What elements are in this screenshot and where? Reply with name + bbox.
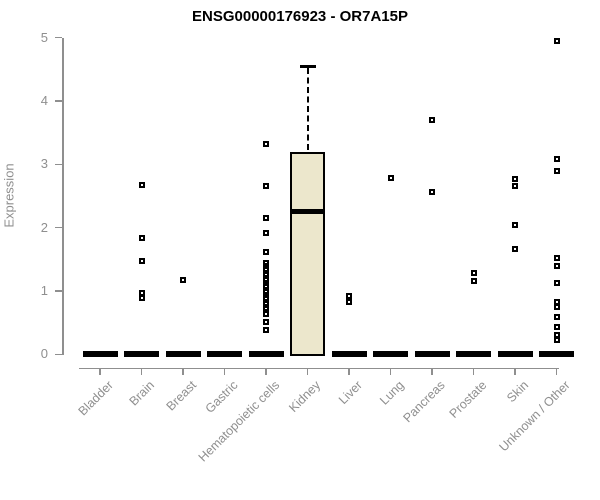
outlier-point [138,234,145,241]
outlier-point [138,258,145,265]
x-category-label: Hematopoietic cells [195,378,282,465]
x-axis-line [79,367,559,369]
outlier-point [263,141,269,147]
median-line [290,209,325,215]
outlier-point [263,215,269,222]
outlier-point [553,303,560,310]
zero-value-bar [539,351,574,358]
y-tick-label: 2 [40,219,48,235]
y-tick-label: 1 [40,282,48,298]
x-category-label: Breast [163,378,199,414]
outlier-point [512,182,518,189]
outlier-point [429,188,435,195]
zero-value-bar [414,351,450,358]
x-category-label: Prostate [446,378,490,421]
outlier-point [263,310,269,317]
x-tick [348,367,350,375]
outlier-point [180,277,186,284]
x-tick [306,367,309,375]
outlier-point [470,277,477,284]
outlier-point [553,255,560,262]
y-tick-label: 5 [40,29,48,45]
zero-value-bar [331,351,367,358]
outlier-point [346,293,352,300]
zero-value-bar [165,351,201,358]
zero-value-bar [248,351,284,358]
zero-value-bar [497,351,533,358]
upper-whisker [306,68,309,150]
x-category-label: Bladder [75,378,116,419]
x-tick [472,367,475,375]
y-tick [55,36,62,39]
x-tick [223,367,226,375]
outlier-point [553,37,560,44]
outlier-point [263,318,269,325]
outlier-point [387,175,394,182]
x-tick [99,367,101,375]
x-category-label: Lung [376,378,407,408]
y-tick [55,100,62,102]
outlier-point [263,229,269,236]
boxplot-box [290,151,325,357]
outlier-point [346,298,352,305]
outlier-point [138,289,145,296]
outlier-point [429,116,435,123]
zero-value-bar [124,351,159,358]
x-tick [514,367,516,375]
x-category-label: Brain [126,378,158,409]
y-tick-label: 3 [40,156,48,172]
x-tick [140,367,143,375]
zero-value-bar [82,351,118,358]
zero-value-bar [456,351,491,358]
outlier-point [553,279,560,286]
x-category-label: Pancreas [400,378,448,426]
outlier-point [512,246,518,253]
outlier-point [263,248,269,255]
outlier-point [553,298,560,305]
outlier-point [553,324,560,331]
outlier-point [553,155,560,162]
outlier-point [512,222,518,229]
zero-value-bar [373,351,408,358]
x-tick [555,367,558,375]
outlier-point [553,167,560,174]
y-tick-label: 4 [40,92,48,108]
outlier-point [553,336,560,343]
x-category-label: Unknown / Other [496,378,573,455]
x-tick [389,367,392,375]
outlier-point [553,331,560,338]
y-tick [55,353,62,356]
y-tick [55,163,62,166]
y-tick-label: 0 [40,346,48,362]
y-tick [55,290,62,292]
x-tick [182,367,184,375]
chart-title: ENSG00000176923 - OR7A15P [192,8,408,25]
outlier-point [138,182,145,189]
outlier-point [553,263,560,270]
outlier-point [470,270,477,277]
x-category-label: Kidney [286,378,324,415]
x-tick [431,367,433,375]
y-axis-line [62,37,64,356]
zero-value-bar [207,351,242,358]
outlier-point [263,182,269,189]
outlier-point [512,175,518,182]
y-tick [55,226,62,229]
outlier-point [263,327,269,334]
x-tick [265,367,267,375]
outlier-point [553,313,560,320]
x-category-label: Liver [335,378,365,408]
outlier-point [138,294,145,301]
whisker-cap [299,64,316,68]
x-category-label: Gastric [202,378,241,416]
x-category-label: Skin [503,378,531,406]
